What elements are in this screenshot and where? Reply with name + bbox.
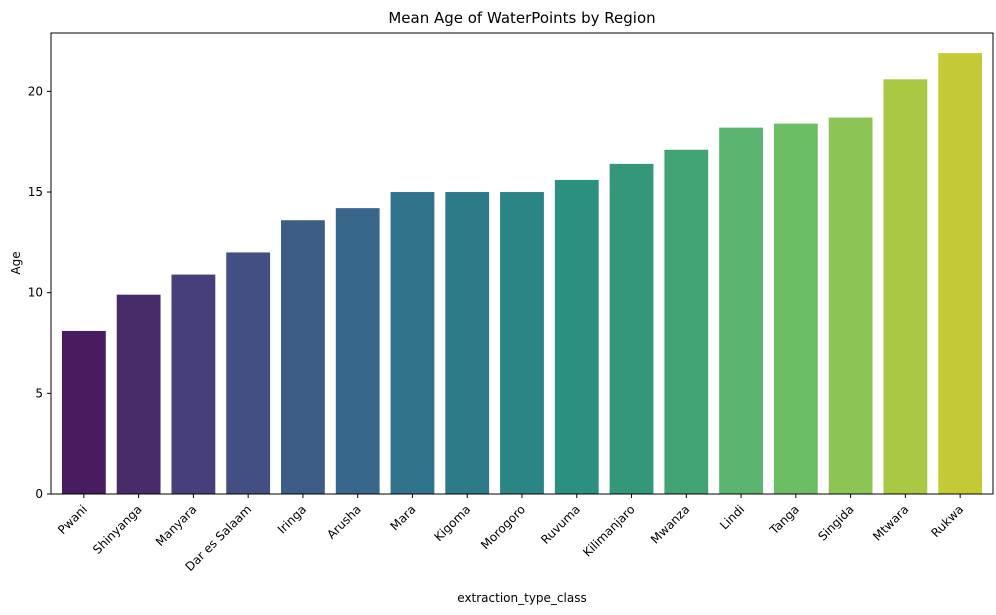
x-tick-label: Shinyanga (90, 502, 145, 557)
x-tick-label: Lindi (717, 502, 747, 532)
x-axis-label: extraction_type_class (457, 591, 586, 605)
bar-mwanza (664, 149, 709, 494)
x-tick-label: Kilimanjaro (580, 502, 637, 559)
bar-mtwara (883, 79, 928, 495)
y-tick-label: 15 (28, 185, 43, 199)
bar-kigoma (445, 192, 490, 495)
bar-arusha (335, 208, 380, 494)
x-tick-label: Singida (815, 502, 856, 543)
y-tick-label: 20 (28, 84, 43, 98)
bar-pwani (61, 330, 106, 494)
bar-dar-es-salaam (226, 252, 271, 494)
bars-group (61, 53, 983, 495)
x-tick-label: Mara (387, 502, 418, 533)
bar-manyara (171, 274, 216, 494)
x-tick-label: Tanga (766, 502, 802, 538)
x-tick-label: Pwani (55, 502, 90, 537)
x-tick-label: Morogoro (478, 502, 528, 552)
x-tick-label: Kigoma (431, 502, 473, 544)
bar-shinyanga (116, 294, 161, 494)
x-tick-label: Arusha (324, 502, 364, 542)
bar-morogoro (500, 192, 544, 495)
bar-kilimanjaro (609, 163, 654, 494)
x-tick-label: Mwanza (648, 502, 692, 546)
bar-iringa (281, 220, 325, 495)
y-axis-label: Age (9, 251, 23, 274)
y-tick-label: 5 (35, 386, 43, 400)
y-axis-ticks: 0 5 10 15 20 (28, 84, 51, 501)
plot-frame (50, 32, 994, 495)
bar-mara (390, 192, 435, 495)
bar-tanga (773, 123, 818, 494)
bar-rukwa (938, 53, 983, 494)
x-tick-label: Iringa (275, 502, 309, 536)
y-tick-label: 0 (35, 487, 43, 501)
x-tick-label: Ruvuma (538, 502, 583, 547)
x-tick-label: Rukwa (928, 502, 966, 540)
bar-ruvuma (554, 179, 599, 494)
y-tick-label: 10 (28, 286, 43, 300)
bar-lindi (719, 127, 763, 494)
bar-singida (828, 117, 873, 494)
chart-title: Mean Age of WaterPoints by Region (388, 9, 655, 27)
x-tick-label: Manyara (153, 502, 200, 549)
x-tick-label: Mtwara (870, 502, 911, 543)
